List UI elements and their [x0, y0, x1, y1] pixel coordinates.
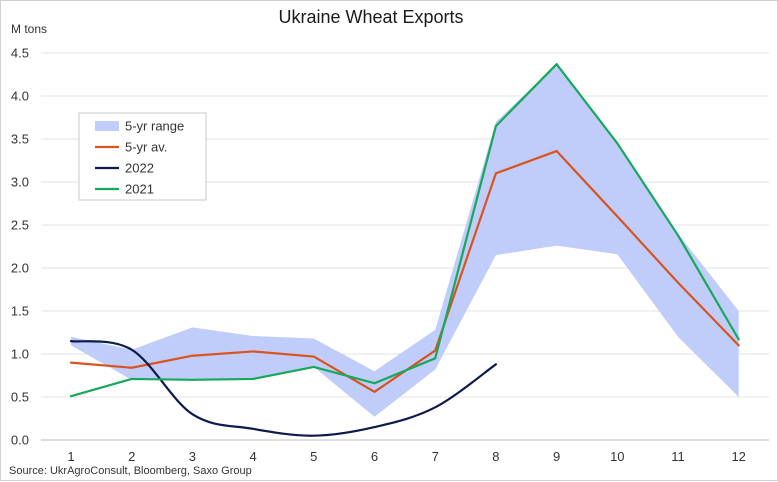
x-tick-label: 2: [128, 449, 135, 464]
y-tick-label: 4.0: [11, 89, 29, 104]
y-tick-label: 3.5: [11, 132, 29, 147]
y-tick-label: 0.0: [11, 433, 29, 448]
x-tick-label: 9: [553, 449, 560, 464]
chart-title: Ukraine Wheat Exports: [278, 7, 463, 27]
series-line-2022: [69, 340, 497, 437]
x-tick-label: 12: [731, 449, 745, 464]
y-tick-labels: 0.0 0.5 1.0 1.5 2.0 2.5 3.0 3.5 4.0 4.5: [11, 46, 29, 448]
x-tick-labels: 1 2 3 4 5 6 7 8 9 10 11 12: [67, 449, 746, 464]
y-tick-label: 0.5: [11, 390, 29, 405]
y-axis-unit-label: M tons: [11, 22, 47, 36]
x-tick-label: 3: [189, 449, 196, 464]
x-tick-label: 4: [249, 449, 256, 464]
y-tick-label: 1.5: [11, 304, 29, 319]
y-tick-label: 1.0: [11, 347, 29, 362]
y-tick-label: 2.0: [11, 261, 29, 276]
legend-label: 5-yr av.: [125, 140, 167, 155]
x-tick-label: 10: [610, 449, 624, 464]
series-line-2021: [69, 63, 740, 398]
x-tick-label: 5: [310, 449, 317, 464]
x-tick-label: 6: [371, 449, 378, 464]
x-tick-label: 11: [671, 449, 685, 464]
x-tick-label: 8: [492, 449, 499, 464]
x-tick-label: 1: [67, 449, 74, 464]
y-tick-label: 4.5: [11, 46, 29, 61]
series-layer: [69, 63, 740, 437]
legend-label: 2022: [125, 161, 154, 176]
range-band: [71, 64, 739, 417]
y-tick-label: 2.5: [11, 218, 29, 233]
x-tick-label: 7: [432, 449, 439, 464]
legend-label: 5-yr range: [125, 119, 184, 134]
legend-swatch-range: [95, 121, 119, 131]
source-note: Source: UkrAgroConsult, Bloomberg, Saxo …: [9, 465, 252, 477]
legend-label: 2021: [125, 182, 154, 197]
y-tick-label: 3.0: [11, 175, 29, 190]
legend: 5-yr range 5-yr av. 2022 2021: [78, 112, 207, 201]
